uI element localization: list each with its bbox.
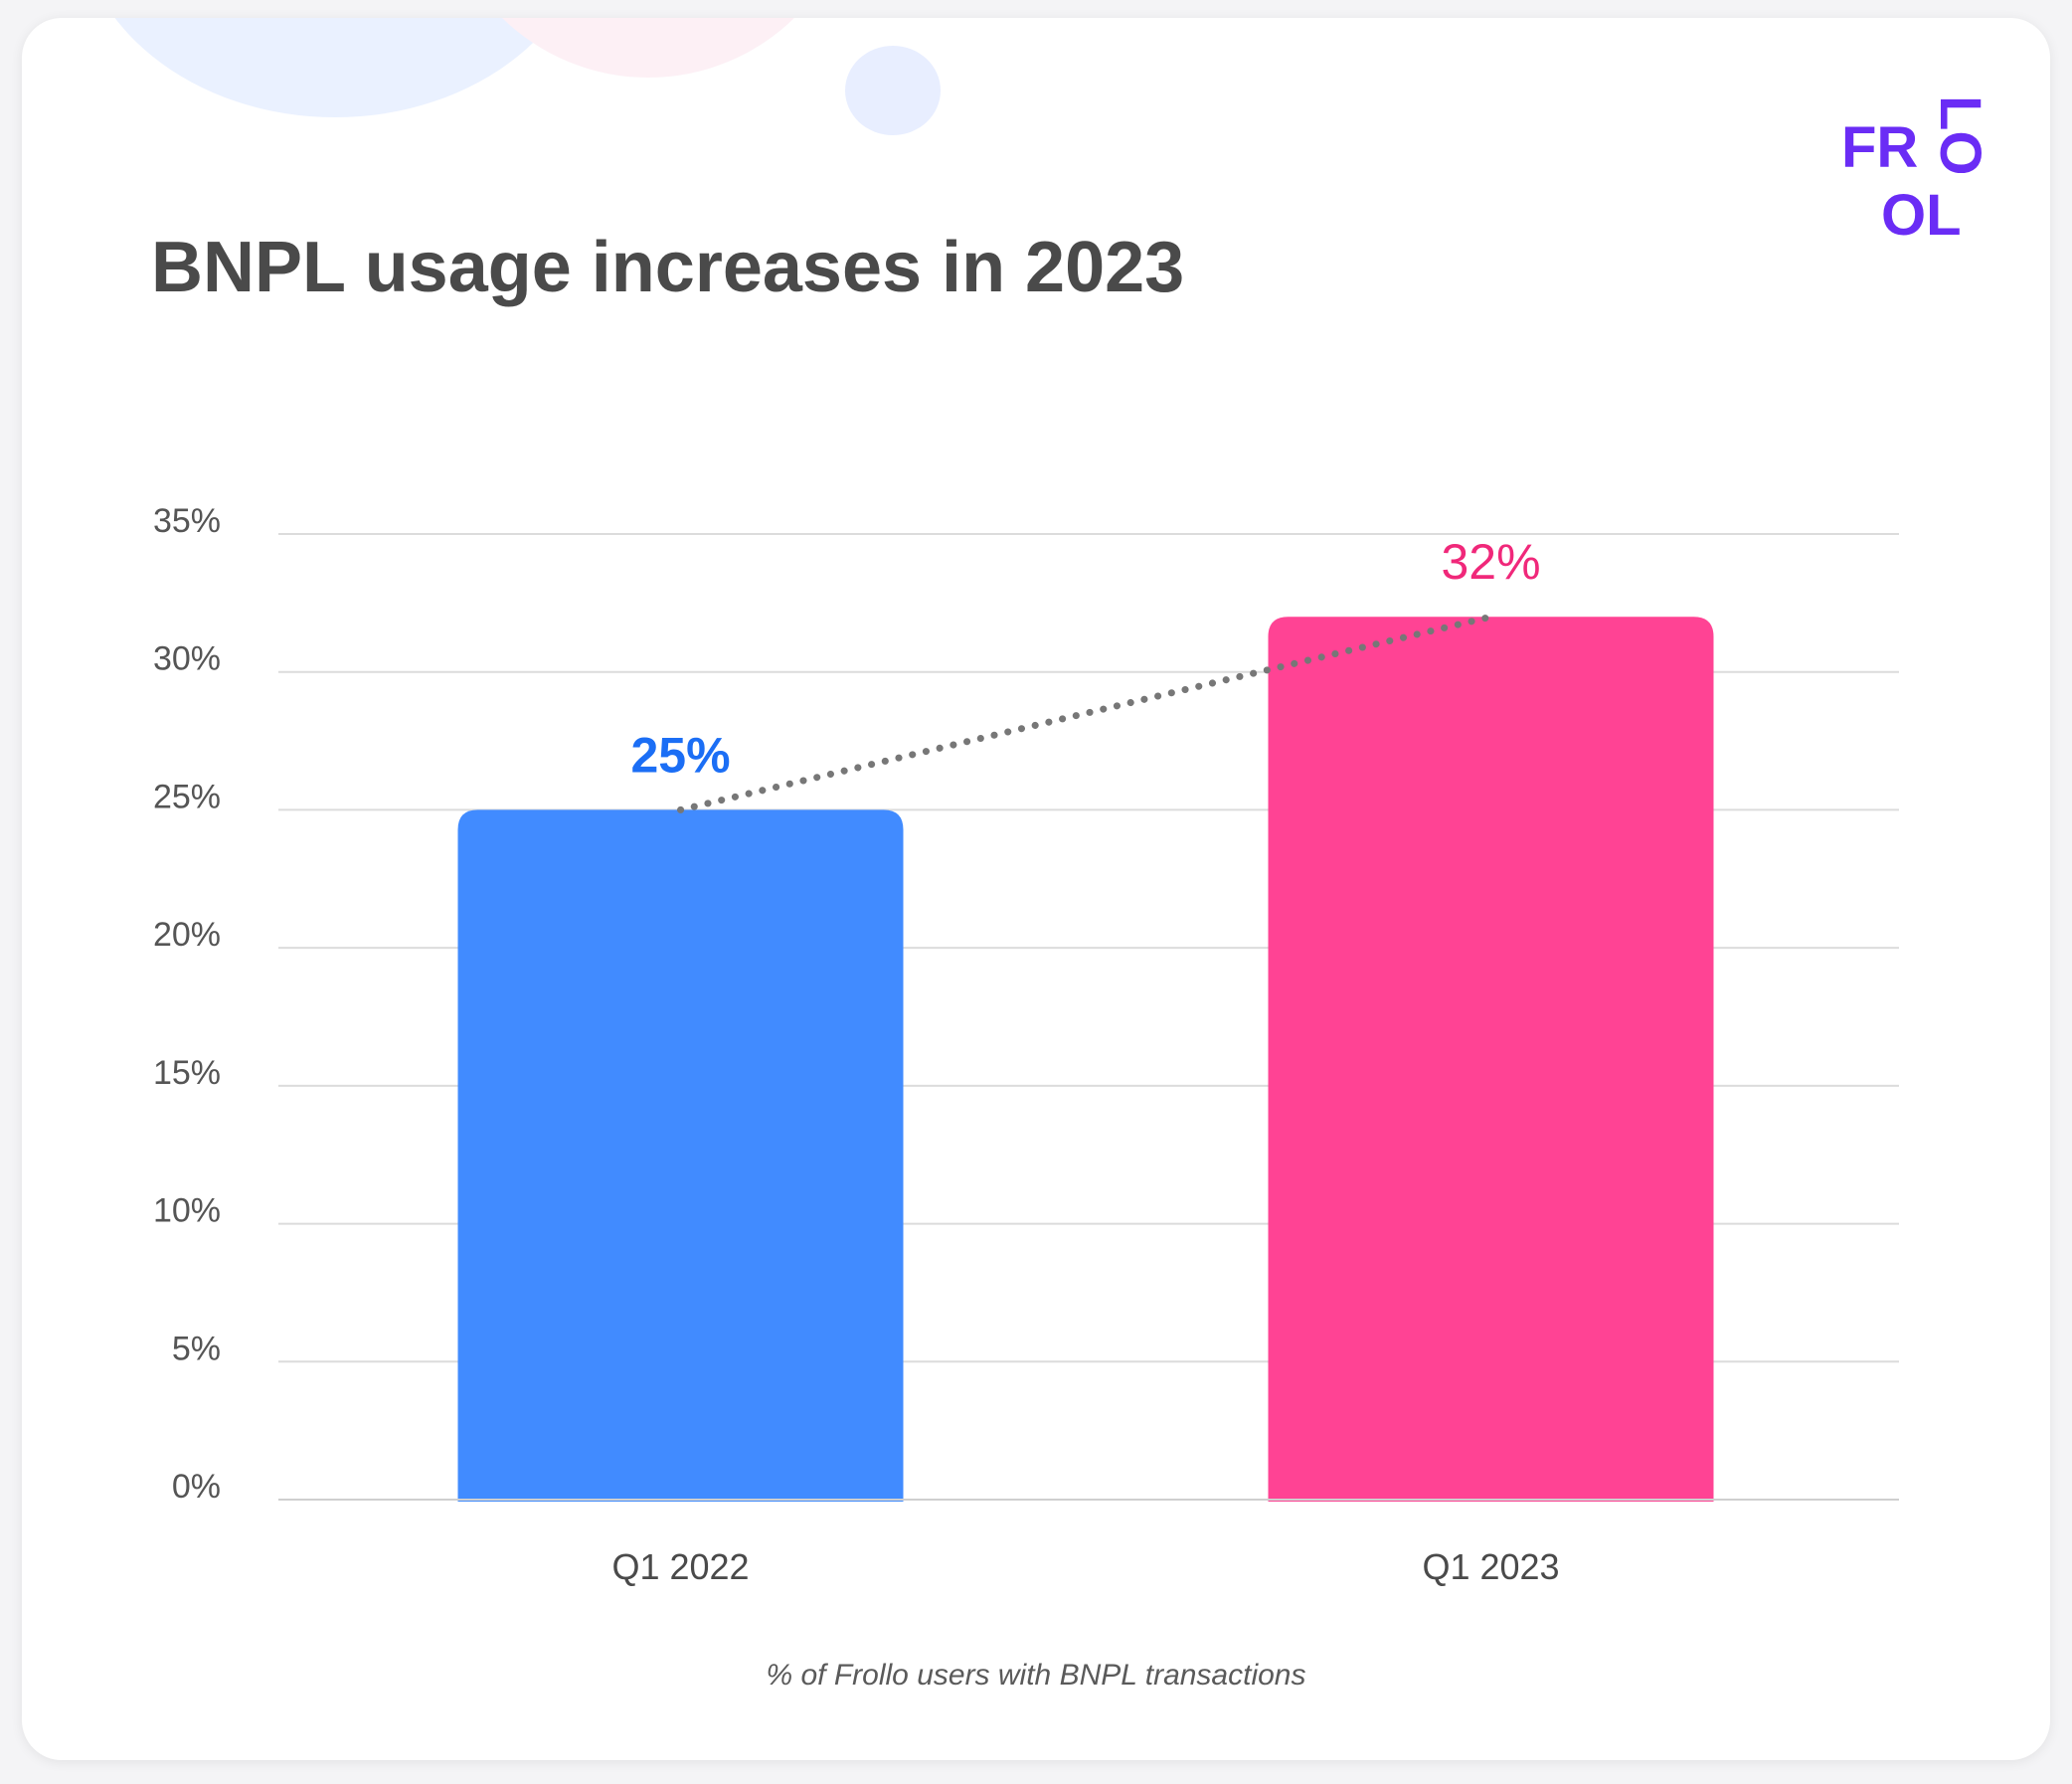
bar-chart: 0% 5% 10% 15% 20% 25% 30% 35% 25% Q1 2022 32% Q1 20…	[153, 502, 1899, 1587]
y-tick-label: 5%	[172, 1330, 221, 1367]
chart-card: BNPL usage increases in 2023 FR OL LO 0%…	[22, 18, 2050, 1760]
decorative-blob	[845, 46, 941, 135]
y-tick-label: 30%	[153, 640, 221, 678]
x-tick-label: Q1 2023	[1422, 1546, 1559, 1587]
bar	[1268, 617, 1714, 1502]
logo-text-top: FR	[1841, 115, 1918, 180]
y-tick-label: 15%	[153, 1054, 221, 1092]
y-tick-label: 35%	[153, 502, 221, 540]
frollo-logo: FR OL LO	[1841, 95, 1992, 247]
data-label: 25%	[630, 727, 730, 783]
logo-text-vertical: LO	[1928, 95, 1992, 176]
y-tick-label: 10%	[153, 1192, 221, 1230]
x-tick-label: Q1 2022	[611, 1546, 749, 1587]
bar	[457, 809, 904, 1502]
logo-text-bottom: OL	[1881, 183, 1962, 247]
trend-line	[677, 613, 1494, 813]
y-tick-label: 25%	[153, 778, 221, 815]
y-tick-label: 20%	[153, 916, 221, 954]
y-tick-label: 0%	[172, 1468, 221, 1506]
data-label: 32%	[1441, 534, 1540, 590]
chart-caption: % of Frollo users with BNPL transactions	[766, 1659, 1306, 1692]
chart-title: BNPL usage increases in 2023	[151, 228, 1185, 307]
